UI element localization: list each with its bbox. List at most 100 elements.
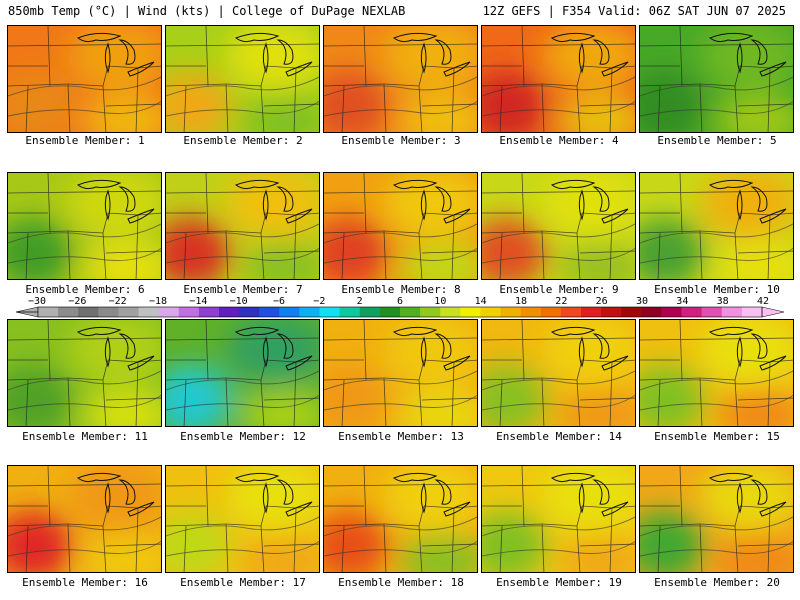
ensemble-member-label: Ensemble Member: 4 bbox=[499, 134, 619, 147]
colorbar-tick-label: 22 bbox=[555, 296, 568, 307]
temperature-field bbox=[640, 173, 793, 279]
ensemble-member-label: Ensemble Member: 10 bbox=[654, 283, 780, 296]
colorbar-tick-label: −22 bbox=[108, 296, 127, 307]
temperature-field bbox=[482, 320, 635, 426]
ensemble-member-label: Ensemble Member: 9 bbox=[499, 283, 619, 296]
contour-lines bbox=[324, 76, 477, 117]
model-run-info: 12Z GEFS | F354 Valid: 06Z SAT JUN 07 20… bbox=[482, 4, 786, 18]
colorbar-tick-label: 6 bbox=[396, 296, 404, 307]
contour-lines bbox=[166, 223, 319, 264]
ensemble-member-label: Ensemble Member: 19 bbox=[496, 576, 622, 589]
great-lakes-outline bbox=[392, 326, 471, 371]
colorbar-tick-label: −14 bbox=[189, 296, 208, 307]
ensemble-member-map bbox=[165, 319, 320, 427]
colorbar-swatch bbox=[299, 307, 321, 317]
colorbar-swatch bbox=[621, 307, 642, 317]
colorbar-tick-label: −6 bbox=[272, 296, 286, 307]
colorbar-tick-label: 30 bbox=[635, 296, 649, 307]
great-lakes-outline bbox=[76, 326, 155, 371]
contour-lines bbox=[166, 370, 319, 411]
colorbar-tick-label: 26 bbox=[595, 296, 608, 307]
great-lakes-outline bbox=[550, 179, 629, 224]
colorbar-swatch bbox=[681, 307, 703, 317]
ensemble-member-label: Ensemble Member: 3 bbox=[341, 134, 461, 147]
contour-lines bbox=[640, 516, 793, 557]
ensemble-member-map bbox=[165, 465, 320, 573]
contour-lines bbox=[640, 370, 793, 411]
great-lakes-outline bbox=[550, 32, 629, 77]
contour-lines bbox=[166, 516, 319, 557]
state-boundaries bbox=[8, 320, 161, 426]
colorbar-swatch bbox=[78, 307, 99, 317]
great-lakes-outline bbox=[76, 32, 155, 77]
contour-lines bbox=[8, 370, 161, 411]
temperature-field bbox=[166, 173, 319, 279]
colorbar-swatch bbox=[379, 307, 401, 317]
temperature-field bbox=[324, 320, 477, 426]
state-boundaries bbox=[640, 173, 793, 279]
ensemble-member-label: Ensemble Member: 11 bbox=[22, 430, 148, 443]
great-lakes-outline bbox=[234, 326, 313, 371]
colorbar-tick-label: −10 bbox=[229, 296, 248, 307]
colorbar-tick-label: 10 bbox=[434, 296, 447, 307]
colorbar-tick-label: −2 bbox=[313, 296, 326, 307]
ensemble-member-map bbox=[639, 319, 794, 427]
colorbar-scale bbox=[15, 306, 785, 318]
colorbar-swatch bbox=[420, 307, 441, 317]
temperature-field bbox=[482, 26, 635, 132]
state-boundaries bbox=[640, 466, 793, 572]
state-boundaries bbox=[324, 466, 477, 572]
contour-lines bbox=[482, 76, 635, 117]
great-lakes-outline bbox=[392, 179, 471, 224]
great-lakes-outline bbox=[76, 179, 155, 224]
state-boundaries bbox=[640, 26, 793, 132]
colorbar-tick-label: 14 bbox=[474, 296, 487, 307]
state-boundaries bbox=[482, 466, 635, 572]
colorbar-swatch bbox=[279, 307, 300, 317]
contour-lines bbox=[640, 223, 793, 264]
state-boundaries bbox=[640, 320, 793, 426]
temperature-field bbox=[8, 320, 161, 426]
colorbar-swatch bbox=[480, 307, 502, 317]
great-lakes-outline bbox=[708, 32, 787, 77]
colorbar-swatch bbox=[400, 307, 421, 317]
temperature-field bbox=[166, 320, 319, 426]
colorbar-swatch bbox=[198, 307, 220, 317]
colorbar-swatch bbox=[661, 307, 683, 317]
ensemble-member-label: Ensemble Member: 8 bbox=[341, 283, 461, 296]
colorbar-swatch bbox=[500, 307, 522, 317]
map-header: 850mb Temp (°C) | Wind (kts) | College o… bbox=[0, 0, 800, 22]
colorbar-swatch bbox=[581, 307, 602, 317]
colorbar-swatch bbox=[138, 307, 160, 317]
contour-lines bbox=[8, 516, 161, 557]
great-lakes-outline bbox=[392, 472, 471, 517]
great-lakes-outline bbox=[76, 472, 155, 517]
colorbar-swatch bbox=[560, 307, 582, 317]
state-boundaries bbox=[8, 26, 161, 132]
colorbar-swatch bbox=[359, 307, 381, 317]
temperature-field bbox=[324, 173, 477, 279]
ensemble-member-map bbox=[481, 319, 636, 427]
colorbar-tick-label: 2 bbox=[356, 296, 363, 307]
great-lakes-outline bbox=[708, 326, 787, 371]
colorbar-swatch bbox=[158, 307, 180, 317]
state-boundaries bbox=[324, 173, 477, 279]
colorbar-tick-label: −18 bbox=[148, 296, 168, 307]
great-lakes-outline bbox=[708, 179, 787, 224]
ensemble-member-label: Ensemble Member: 15 bbox=[654, 430, 780, 443]
state-boundaries bbox=[324, 26, 477, 132]
colorbar-tick-label: −26 bbox=[68, 296, 87, 307]
contour-lines bbox=[324, 516, 477, 557]
ensemble-member-map bbox=[7, 319, 162, 427]
ensemble-member-map bbox=[7, 465, 162, 573]
colorbar-tick-label: 38 bbox=[716, 296, 729, 307]
state-boundaries bbox=[482, 173, 635, 279]
ensemble-member-label: Ensemble Member: 18 bbox=[338, 576, 464, 589]
ensemble-member-label: Ensemble Member: 12 bbox=[180, 430, 306, 443]
great-lakes-outline bbox=[234, 179, 313, 224]
ensemble-member-map bbox=[639, 465, 794, 573]
ensemble-member-label: Ensemble Member: 2 bbox=[183, 134, 303, 147]
colorbar-swatch bbox=[601, 307, 622, 317]
ensemble-member-label: Ensemble Member: 1 bbox=[25, 134, 145, 147]
ensemble-member-map bbox=[639, 172, 794, 280]
